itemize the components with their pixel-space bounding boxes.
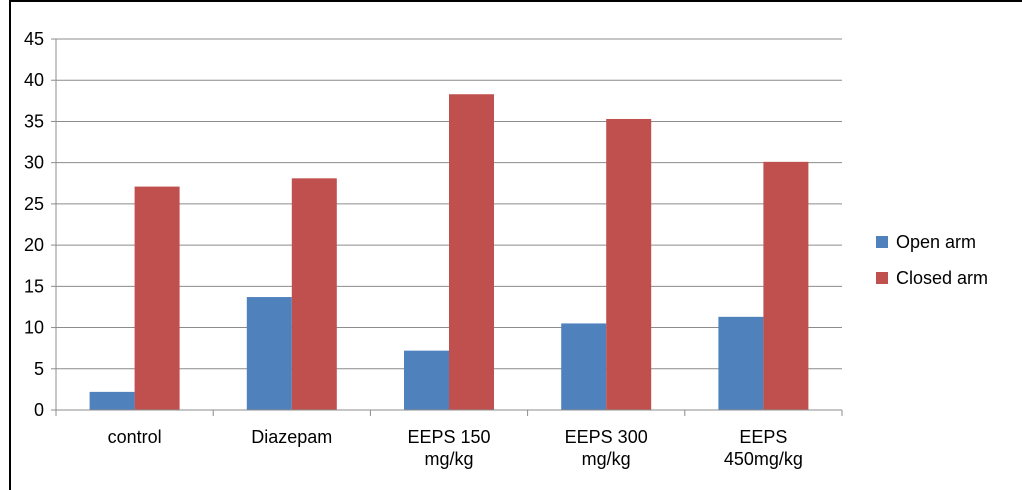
legend-label-open-arm: Open arm	[896, 231, 977, 252]
x-category-label: EEPS	[739, 427, 787, 447]
y-tick-label: 35	[24, 111, 44, 131]
x-category-label: control	[108, 427, 162, 447]
bar-open-arm-4	[718, 316, 764, 410]
legend-swatch-closed-arm	[876, 272, 888, 284]
x-category-label: Diazepam	[251, 427, 332, 447]
legend-swatch-open-arm	[876, 236, 888, 248]
bar-open-arm-2	[404, 350, 449, 410]
axes	[55, 39, 843, 416]
y-tick-labels: 0 5 10 15 20 25 30 35 40 45	[24, 29, 44, 420]
x-category-label: 450mg/kg	[724, 449, 803, 469]
y-tick-label: 25	[24, 194, 44, 214]
bar-closed-arm-4	[763, 161, 809, 410]
bar-closed-arm-3	[606, 118, 652, 411]
y-tick-label: 5	[34, 359, 44, 379]
x-category-label: EEPS 300	[565, 427, 648, 447]
y-tick-label: 15	[24, 276, 44, 296]
y-tick-label: 40	[24, 70, 44, 90]
legend: Open arm Closed arm	[876, 224, 988, 296]
bar-closed-arm-2	[449, 94, 494, 410]
legend-item-open-arm: Open arm	[876, 224, 988, 260]
x-category-label: mg/kg	[582, 449, 631, 469]
bar-open-arm-0	[89, 391, 135, 410]
bar-open-arm-3	[561, 323, 607, 410]
bars	[89, 94, 809, 411]
legend-item-closed-arm: Closed arm	[876, 260, 988, 296]
legend-label-closed-arm: Closed arm	[896, 267, 989, 288]
y-tick-label: 20	[24, 235, 44, 255]
y-tick-label: 45	[24, 29, 44, 49]
y-tick-label: 10	[24, 318, 44, 338]
x-category-label: EEPS 150	[407, 427, 490, 447]
bar-closed-arm-0	[134, 186, 180, 410]
x-category-label: mg/kg	[424, 449, 473, 469]
y-tick-label: 30	[24, 153, 44, 173]
bar-open-arm-1	[246, 297, 292, 410]
y-tick-label: 0	[34, 400, 44, 420]
bar-closed-arm-1	[291, 178, 337, 410]
